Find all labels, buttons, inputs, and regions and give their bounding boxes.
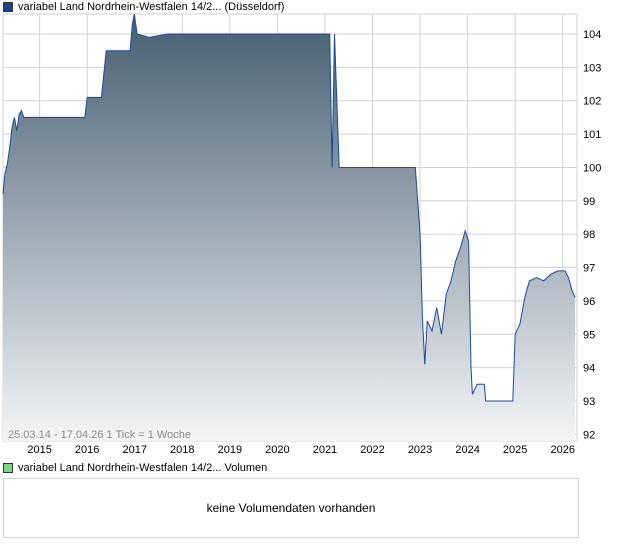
y-tick-label: 96 [583, 296, 595, 308]
y-tick-label: 95 [583, 329, 595, 341]
y-tick-label: 98 [583, 229, 595, 241]
price-legend-swatch [3, 2, 13, 12]
chart-range-info: 25.03.14 - 17.04.26 1 Tick = 1 Woche [8, 429, 191, 441]
y-tick-label: 97 [583, 263, 595, 275]
volume-legend-swatch [3, 463, 13, 473]
x-tick-label: 2015 [27, 444, 51, 456]
y-tick-label: 100 [583, 162, 601, 174]
x-tick-label: 2016 [75, 444, 99, 456]
series-line [2, 13, 576, 402]
y-tick-label: 101 [583, 129, 601, 141]
x-tick-label: 2018 [170, 444, 194, 456]
x-tick-label: 2026 [550, 444, 574, 456]
y-tick-label: 103 [583, 62, 601, 74]
y-tick-label: 93 [583, 396, 595, 408]
y-tick-label: 99 [583, 196, 595, 208]
volume-legend: variabel Land Nordrhein-Westfalen 14/2..… [3, 461, 267, 475]
x-tick-label: 2021 [313, 444, 337, 456]
x-tick-label: 2025 [503, 444, 527, 456]
x-tick-label: 2024 [455, 444, 479, 456]
x-tick-label: 2019 [218, 444, 242, 456]
x-tick-label: 2017 [122, 444, 146, 456]
y-tick-label: 94 [583, 363, 595, 375]
y-tick-label: 92 [583, 429, 595, 441]
y-tick-label: 104 [583, 29, 601, 41]
volume-panel: keine Volumendaten vorhanden [3, 478, 579, 538]
price-legend-label: variabel Land Nordrhein-Westfalen 14/2..… [18, 1, 285, 13]
x-tick-label: 2022 [360, 444, 384, 456]
price-chart: 92 93 94 95 96 97 98 99 100 101 102 103 104 2015 2016 2… [2, 13, 601, 456]
volume-legend-label: variabel Land Nordrhein-Westfalen 14/2..… [18, 462, 268, 474]
y-tick-label: 102 [583, 96, 601, 108]
price-legend: variabel Land Nordrhein-Westfalen 14/2..… [3, 0, 284, 14]
series-area [3, 14, 576, 441]
volume-empty-text: keine Volumendaten vorhanden [206, 501, 376, 515]
x-tick-label: 2023 [408, 444, 432, 456]
x-tick-label: 2020 [265, 444, 289, 456]
